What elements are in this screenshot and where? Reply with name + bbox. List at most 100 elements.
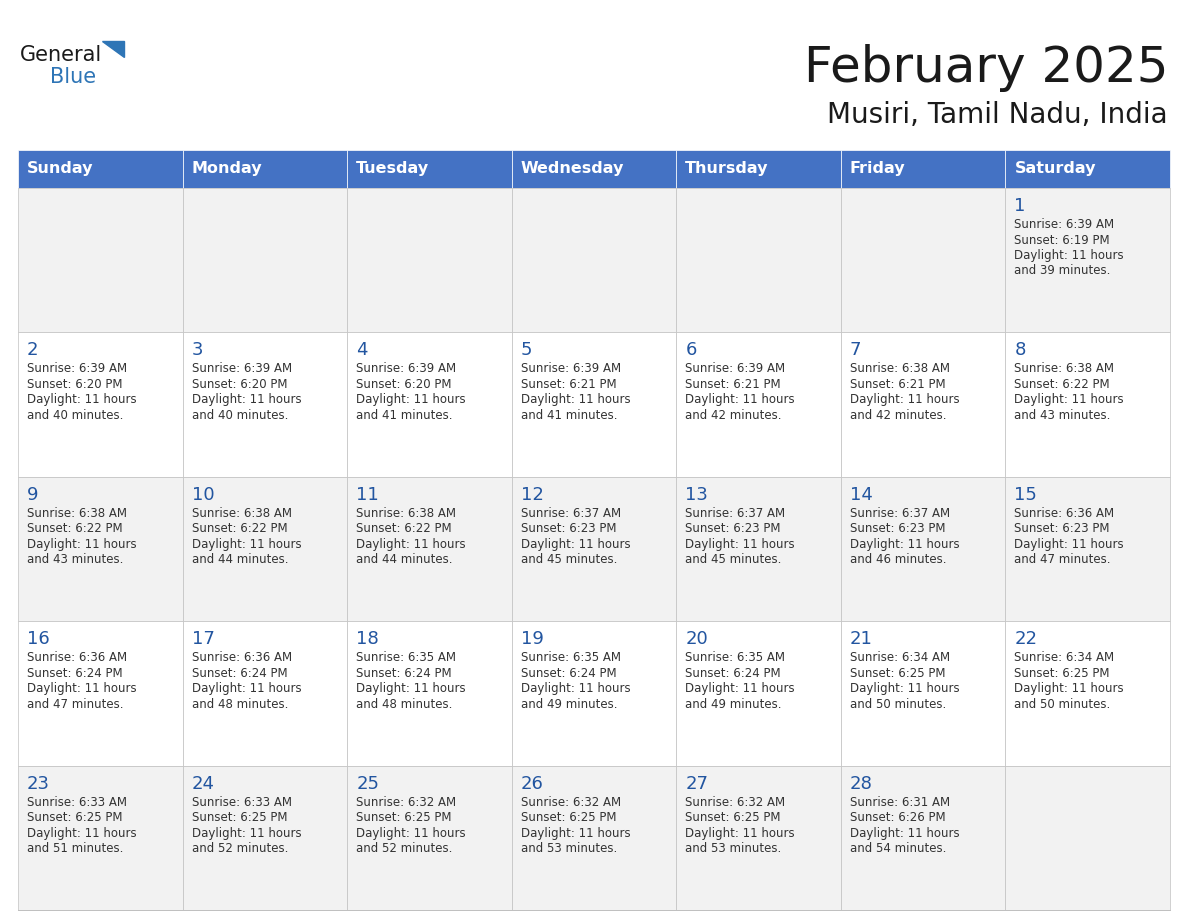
Bar xyxy=(1005,621,1170,766)
Text: Daylight: 11 hours: Daylight: 11 hours xyxy=(520,826,631,840)
Text: Sunset: 6:24 PM: Sunset: 6:24 PM xyxy=(520,666,617,679)
Text: Monday: Monday xyxy=(191,162,263,176)
Text: Sunset: 6:20 PM: Sunset: 6:20 PM xyxy=(191,378,287,391)
Text: 19: 19 xyxy=(520,630,544,648)
Text: Sunset: 6:21 PM: Sunset: 6:21 PM xyxy=(685,378,781,391)
Text: Sunrise: 6:37 AM: Sunrise: 6:37 AM xyxy=(685,507,785,520)
Text: Sunrise: 6:36 AM: Sunrise: 6:36 AM xyxy=(191,651,292,665)
Text: and 48 minutes.: and 48 minutes. xyxy=(191,698,287,711)
Bar xyxy=(18,150,183,188)
Text: Sunrise: 6:38 AM: Sunrise: 6:38 AM xyxy=(27,507,127,520)
Text: and 50 minutes.: and 50 minutes. xyxy=(849,698,946,711)
Text: 17: 17 xyxy=(191,630,215,648)
Bar xyxy=(1005,150,1170,188)
Bar xyxy=(183,766,347,910)
Bar xyxy=(183,150,347,188)
Bar xyxy=(1005,476,1170,621)
Text: Sunrise: 6:39 AM: Sunrise: 6:39 AM xyxy=(520,363,621,375)
Text: Sunrise: 6:31 AM: Sunrise: 6:31 AM xyxy=(849,796,950,809)
Text: February 2025: February 2025 xyxy=(803,44,1168,92)
Text: and 44 minutes.: and 44 minutes. xyxy=(356,554,453,566)
Text: 22: 22 xyxy=(1015,630,1037,648)
Text: Sunrise: 6:32 AM: Sunrise: 6:32 AM xyxy=(685,796,785,809)
Bar xyxy=(183,332,347,476)
Bar xyxy=(347,332,512,476)
Text: and 53 minutes.: and 53 minutes. xyxy=(685,842,782,855)
Bar xyxy=(183,621,347,766)
Text: 4: 4 xyxy=(356,341,367,360)
Text: Daylight: 11 hours: Daylight: 11 hours xyxy=(849,682,960,695)
Text: 1: 1 xyxy=(1015,197,1025,215)
Text: Daylight: 11 hours: Daylight: 11 hours xyxy=(356,394,466,407)
Bar xyxy=(512,188,676,332)
Text: Daylight: 11 hours: Daylight: 11 hours xyxy=(356,826,466,840)
Text: Daylight: 11 hours: Daylight: 11 hours xyxy=(356,538,466,551)
Text: Sunset: 6:25 PM: Sunset: 6:25 PM xyxy=(1015,666,1110,679)
Text: Sunset: 6:23 PM: Sunset: 6:23 PM xyxy=(685,522,781,535)
Bar xyxy=(347,188,512,332)
Text: 26: 26 xyxy=(520,775,544,792)
Text: and 53 minutes.: and 53 minutes. xyxy=(520,842,617,855)
Text: and 52 minutes.: and 52 minutes. xyxy=(356,842,453,855)
Text: Sunrise: 6:39 AM: Sunrise: 6:39 AM xyxy=(27,363,127,375)
Bar xyxy=(1005,188,1170,332)
Text: Sunrise: 6:33 AM: Sunrise: 6:33 AM xyxy=(191,796,291,809)
Text: Sunrise: 6:34 AM: Sunrise: 6:34 AM xyxy=(1015,651,1114,665)
Text: Sunset: 6:23 PM: Sunset: 6:23 PM xyxy=(1015,522,1110,535)
Text: 18: 18 xyxy=(356,630,379,648)
Bar xyxy=(183,188,347,332)
Text: Sunrise: 6:35 AM: Sunrise: 6:35 AM xyxy=(520,651,620,665)
Text: Wednesday: Wednesday xyxy=(520,162,624,176)
Text: Sunrise: 6:37 AM: Sunrise: 6:37 AM xyxy=(849,507,950,520)
Text: Sunset: 6:22 PM: Sunset: 6:22 PM xyxy=(356,522,451,535)
Text: and 47 minutes.: and 47 minutes. xyxy=(27,698,124,711)
Text: and 41 minutes.: and 41 minutes. xyxy=(520,409,618,422)
Text: Sunset: 6:25 PM: Sunset: 6:25 PM xyxy=(849,666,946,679)
Text: and 40 minutes.: and 40 minutes. xyxy=(191,409,287,422)
Text: 12: 12 xyxy=(520,486,544,504)
Text: 23: 23 xyxy=(27,775,50,792)
Text: and 54 minutes.: and 54 minutes. xyxy=(849,842,946,855)
Text: Sunset: 6:19 PM: Sunset: 6:19 PM xyxy=(1015,233,1110,247)
Text: Sunrise: 6:37 AM: Sunrise: 6:37 AM xyxy=(520,507,621,520)
Bar xyxy=(18,476,183,621)
Text: Sunset: 6:25 PM: Sunset: 6:25 PM xyxy=(27,812,122,824)
Text: Daylight: 11 hours: Daylight: 11 hours xyxy=(685,682,795,695)
Bar xyxy=(18,188,183,332)
Text: Sunset: 6:23 PM: Sunset: 6:23 PM xyxy=(849,522,946,535)
Bar xyxy=(512,766,676,910)
Bar xyxy=(1005,332,1170,476)
Text: and 47 minutes.: and 47 minutes. xyxy=(1015,554,1111,566)
Text: Saturday: Saturday xyxy=(1015,162,1095,176)
Bar xyxy=(841,188,1005,332)
Text: Sunrise: 6:39 AM: Sunrise: 6:39 AM xyxy=(356,363,456,375)
Text: Blue: Blue xyxy=(50,67,96,87)
Text: Sunrise: 6:38 AM: Sunrise: 6:38 AM xyxy=(356,507,456,520)
Text: Sunset: 6:20 PM: Sunset: 6:20 PM xyxy=(356,378,451,391)
Text: Sunrise: 6:38 AM: Sunrise: 6:38 AM xyxy=(849,363,950,375)
Text: Daylight: 11 hours: Daylight: 11 hours xyxy=(191,682,302,695)
Text: Sunrise: 6:35 AM: Sunrise: 6:35 AM xyxy=(685,651,785,665)
Text: Sunrise: 6:32 AM: Sunrise: 6:32 AM xyxy=(356,796,456,809)
Bar xyxy=(676,188,841,332)
Text: Daylight: 11 hours: Daylight: 11 hours xyxy=(27,682,137,695)
Bar xyxy=(512,621,676,766)
Text: Tuesday: Tuesday xyxy=(356,162,429,176)
Bar xyxy=(676,766,841,910)
Text: 7: 7 xyxy=(849,341,861,360)
Text: Daylight: 11 hours: Daylight: 11 hours xyxy=(520,682,631,695)
Text: Sunset: 6:24 PM: Sunset: 6:24 PM xyxy=(191,666,287,679)
Text: 16: 16 xyxy=(27,630,50,648)
Bar xyxy=(841,150,1005,188)
Text: Sunrise: 6:39 AM: Sunrise: 6:39 AM xyxy=(191,363,292,375)
Text: Thursday: Thursday xyxy=(685,162,769,176)
Text: Sunrise: 6:34 AM: Sunrise: 6:34 AM xyxy=(849,651,950,665)
Text: Friday: Friday xyxy=(849,162,905,176)
Text: Sunset: 6:25 PM: Sunset: 6:25 PM xyxy=(356,812,451,824)
Text: Sunset: 6:26 PM: Sunset: 6:26 PM xyxy=(849,812,946,824)
Bar xyxy=(347,150,512,188)
Text: 8: 8 xyxy=(1015,341,1025,360)
Text: Daylight: 11 hours: Daylight: 11 hours xyxy=(849,826,960,840)
Text: Daylight: 11 hours: Daylight: 11 hours xyxy=(27,826,137,840)
Text: 9: 9 xyxy=(27,486,38,504)
